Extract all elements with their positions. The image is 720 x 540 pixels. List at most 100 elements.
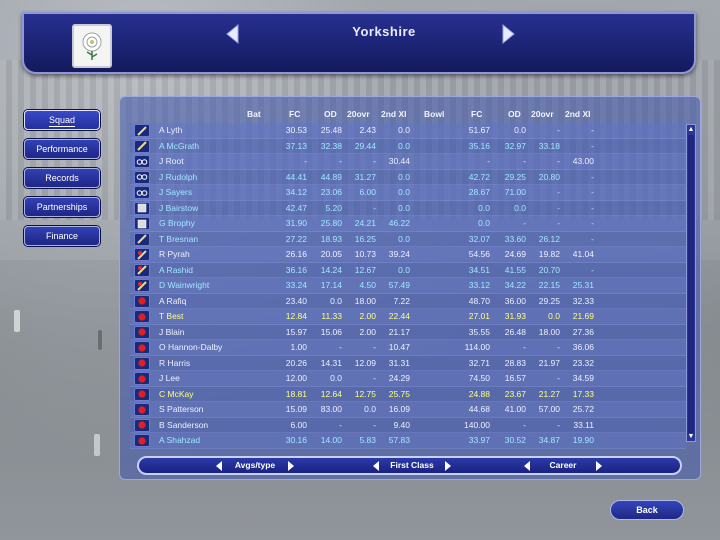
table-row[interactable]: J Blain 15.97 15.06 2.00 21.17 35.55 26.48 18.0… (130, 324, 686, 340)
menu-records-button[interactable]: Records (24, 168, 100, 188)
competition-prev-icon[interactable] (372, 460, 382, 472)
stat-bowl-20: 18.00 (538, 326, 560, 337)
stat-bat-fc: 12.84 (285, 311, 307, 321)
stat-bowl-fc: 0.0 (478, 218, 490, 228)
stat-bat-od: 17.14 (320, 280, 342, 290)
period-prev-icon[interactable] (523, 460, 533, 472)
competition-label: First Class (390, 460, 434, 470)
stat-type-prev-icon[interactable] (215, 460, 225, 472)
table-row[interactable]: A Shahzad 30.16 14.00 5.83 57.83 33.97 30.52 34… (130, 433, 686, 449)
menu-partnerships-button[interactable]: Partnerships (24, 197, 100, 217)
stat-bowl-fc: 34.51 (468, 264, 490, 275)
player-name: B Sanderson (159, 419, 209, 430)
stat-bat-od: 0.0 (330, 295, 342, 306)
table-row[interactable]: R Harris 20.26 14.31 12.09 31.31 32.71 28.83 21… (130, 355, 686, 371)
stat-bowl-od: 0.0 (514, 202, 526, 213)
stat-bowl-fc: 114.00 (464, 342, 490, 352)
stat-bat-2xi: 46.22 (388, 218, 410, 228)
stat-bowl-20: 21.27 (538, 388, 560, 399)
stat-bowl-2xi: - (591, 202, 594, 213)
table-row[interactable]: D Wainwright 33.24 17.14 4.50 57.49 33.12 34.2… (130, 278, 686, 294)
scroll-up-icon[interactable]: ▲ (687, 126, 695, 133)
table-row[interactable]: T Bresnan 27.22 18.93 16.25 0.0 32.07 33.60 26.… (130, 231, 686, 247)
table-row[interactable]: J Bairstow 42.47 5.20 - 0.0 0.0 0.0 - - (130, 200, 686, 216)
stat-bat-fc: 30.53 (285, 125, 307, 135)
player-name: R Harris (159, 357, 191, 368)
squad-table: A Lyth 30.53 25.48 2.43 0.0 51.67 0.0 - - A McGra… (130, 123, 686, 449)
competition-next-icon[interactable] (444, 460, 454, 472)
table-row[interactable]: J Root - - - 30.44 - - - 43.00 (130, 154, 686, 170)
scroll-down-icon[interactable]: ▼ (687, 433, 695, 440)
table-row[interactable]: G Brophy 31.90 25.80 24.21 46.22 0.0 - - - (130, 216, 686, 232)
stat-bat-fc: 15.09 (285, 404, 307, 414)
table-row[interactable]: B Sanderson 6.00 - - 9.40 140.00 - - 33.11 (130, 417, 686, 433)
stat-bat-2xi: 31.31 (388, 357, 410, 368)
period-selector[interactable]: Career (523, 459, 603, 473)
menu-records-label: Records (45, 173, 79, 183)
scroll-thumb[interactable] (688, 135, 694, 433)
table-row[interactable]: J Sayers 34.12 23.06 6.00 0.0 28.67 71.00 - - (130, 185, 686, 201)
stat-bowl-2xi: 23.32 (572, 357, 594, 368)
stat-bat-od: 14.31 (320, 357, 342, 368)
table-row[interactable]: T Best 12.84 11.33 2.00 22.44 27.01 31.93 0.0 21… (130, 309, 686, 325)
stat-bat-fc: 33.24 (285, 280, 307, 290)
stat-bowl-2xi: - (591, 187, 594, 197)
stat-bowl-20: 29.25 (538, 295, 560, 306)
stat-bat-2xi: 0.0 (398, 125, 410, 135)
squad-panel (119, 96, 701, 480)
menu-performance-button[interactable]: Performance (24, 139, 100, 159)
stat-bowl-20: - (557, 156, 560, 166)
bat-icon (134, 139, 150, 153)
cricket-ball-icon (134, 310, 150, 323)
back-button[interactable]: Back (610, 500, 684, 520)
stat-bowl-od: 33.60 (504, 233, 526, 244)
stat-bat-2xi: 0.0 (398, 187, 410, 197)
stat-bat-20: 12.67 (354, 264, 376, 275)
menu-squad-button[interactable]: Squad (24, 110, 100, 130)
filter-selector-bar: Avgs/type First Class Career (137, 456, 682, 475)
stat-bat-od: 12.64 (320, 388, 342, 399)
col-bat-20ovr: 20ovr (347, 109, 370, 119)
stat-bat-fc: 18.81 (285, 388, 307, 399)
stat-type-next-icon[interactable] (287, 460, 297, 472)
stat-bat-2xi: 0.0 (398, 202, 410, 213)
table-row[interactable]: J Lee 12.00 0.0 - 24.29 74.50 16.57 - 34.59 (130, 371, 686, 387)
next-team-arrow-icon[interactable] (499, 23, 517, 45)
stat-bat-2xi: 0.0 (398, 233, 410, 244)
table-scrollbar[interactable]: ▲ ▼ (686, 124, 696, 442)
table-row[interactable]: S Patterson 15.09 83.00 0.0 16.09 44.68 41.00 5… (130, 402, 686, 418)
table-row[interactable]: C McKay 18.81 12.64 12.75 25.75 24.88 23.67 21.… (130, 386, 686, 402)
period-next-icon[interactable] (595, 460, 605, 472)
menu-finance-button[interactable]: Finance (24, 226, 100, 246)
prev-team-arrow-icon[interactable] (224, 23, 242, 45)
table-row[interactable]: A Lyth 30.53 25.48 2.43 0.0 51.67 0.0 - - (130, 123, 686, 139)
stat-bat-20: 16.25 (354, 233, 376, 244)
competition-selector[interactable]: First Class (372, 459, 452, 473)
table-row[interactable]: A Rashid 36.16 14.24 12.67 0.0 34.51 41.55 20.7… (130, 262, 686, 278)
stat-bat-fc: 42.47 (285, 202, 307, 213)
stat-bowl-20: 26.12 (538, 233, 560, 244)
stat-type-selector[interactable]: Avgs/type (215, 459, 295, 473)
col-bowl-fc: FC (471, 109, 483, 119)
team-header: Yorkshire (22, 12, 696, 74)
table-row[interactable]: R Pyrah 26.16 20.05 10.73 39.24 54.56 24.69 19.… (130, 247, 686, 263)
stat-bowl-fc: 24.88 (468, 388, 490, 399)
stat-bat-2xi: 21.17 (388, 326, 410, 337)
table-row[interactable]: A Rafiq 23.40 0.0 18.00 7.22 48.70 36.00 29.25 3… (130, 293, 686, 309)
stat-bowl-20: 33.18 (538, 140, 560, 151)
gloves-icon (134, 170, 150, 184)
table-row[interactable]: A McGrath 37.13 32.38 29.44 0.0 35.16 32.97 33.… (130, 138, 686, 154)
menu-squad-label: Squad (48, 115, 76, 127)
table-row[interactable]: J Rudolph 44.41 44.89 31.27 0.0 42.72 29.25 20.… (130, 169, 686, 185)
player-name: T Bresnan (159, 233, 199, 244)
stat-bowl-2xi: 34.59 (572, 373, 594, 383)
stat-bowl-2xi: - (591, 233, 594, 244)
stat-bowl-2xi: 21.69 (572, 311, 594, 321)
stat-bowl-od: 26.48 (504, 326, 526, 337)
stat-bat-20: - (373, 156, 376, 166)
stat-bat-fc: 44.41 (285, 171, 307, 182)
stat-bat-20: 18.00 (354, 295, 376, 306)
table-row[interactable]: O Hannon-Dalby 1.00 - - 10.47 114.00 - - 36.06 (130, 340, 686, 356)
col-bat-2ndxi: 2nd XI (381, 109, 407, 119)
stat-bat-2xi: 30.44 (388, 156, 410, 166)
